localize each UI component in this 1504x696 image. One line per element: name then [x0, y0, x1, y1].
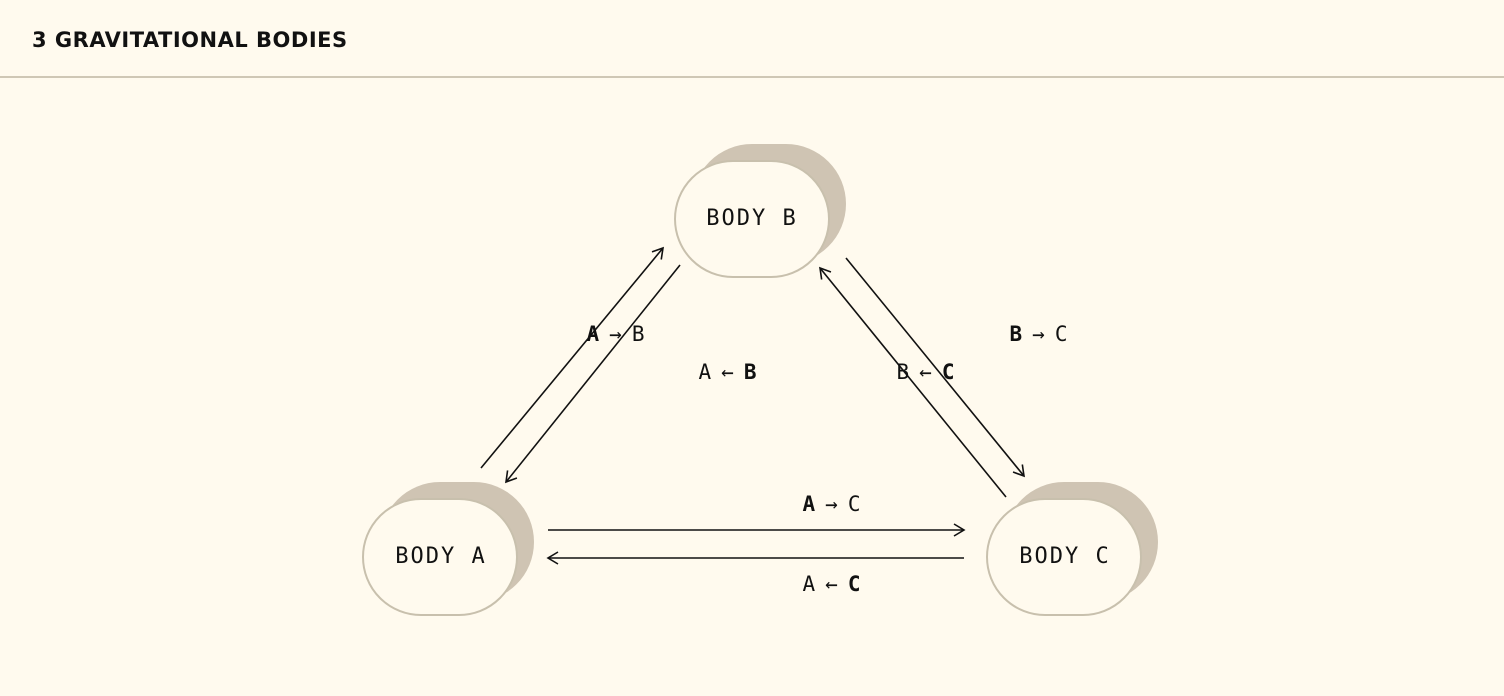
edge-a-to-b: [480, 246, 664, 469]
force-c-to-a-to: C: [848, 572, 861, 596]
body-a-node[interactable]: BODY A: [362, 482, 534, 616]
body-c-circle: [986, 498, 1142, 616]
force-b-to-a-arrow: ←: [721, 360, 734, 384]
body-b-circle: [674, 160, 830, 278]
body-b-label: BODY B: [706, 206, 797, 231]
force-label-c-to-b: B ← C: [808, 360, 1018, 384]
force-b-to-c-from: B: [1010, 322, 1023, 346]
force-c-to-b-from: B: [897, 360, 910, 384]
body-c-label: BODY C: [1019, 544, 1110, 569]
force-a-to-c-from: A: [803, 492, 816, 516]
body-b-node[interactable]: BODY B: [674, 144, 846, 278]
force-b-to-c-to: C: [1055, 322, 1068, 346]
body-a-label: BODY A: [395, 544, 486, 569]
force-c-to-b-to: C: [942, 360, 955, 384]
force-label-b-to-a: A ← B: [610, 360, 820, 384]
force-a-to-c-arrow: →: [825, 492, 838, 516]
force-label-a-to-c: A → C: [714, 492, 924, 516]
force-a-to-b-from: A: [587, 322, 600, 346]
force-label-c-to-a: A ← C: [714, 572, 924, 596]
force-b-to-c-arrow: →: [1032, 322, 1045, 346]
edge-b-to-c: [845, 257, 1025, 478]
force-label-b-to-c: B → C: [921, 322, 1131, 346]
edge-b-to-a: [505, 264, 681, 484]
force-a-to-b-to: B: [632, 322, 645, 346]
force-label-a-to-b: A → B: [498, 322, 708, 346]
edge-c-to-b: [819, 266, 1007, 498]
page-title: 3 GRAVITATIONAL BODIES: [32, 28, 348, 52]
force-a-to-c-to: C: [848, 492, 861, 516]
force-c-to-a-arrow: ←: [825, 572, 838, 596]
force-c-to-a-from: A: [803, 572, 816, 596]
force-b-to-a-to: B: [744, 360, 757, 384]
force-b-to-a-from: A: [699, 360, 712, 384]
body-a-circle: [362, 498, 518, 616]
force-c-to-b-arrow: ←: [919, 360, 932, 384]
force-a-to-b-arrow: →: [609, 322, 622, 346]
header-bar: 3 GRAVITATIONAL BODIES: [0, 0, 1504, 78]
body-c-node[interactable]: BODY C: [986, 482, 1158, 616]
